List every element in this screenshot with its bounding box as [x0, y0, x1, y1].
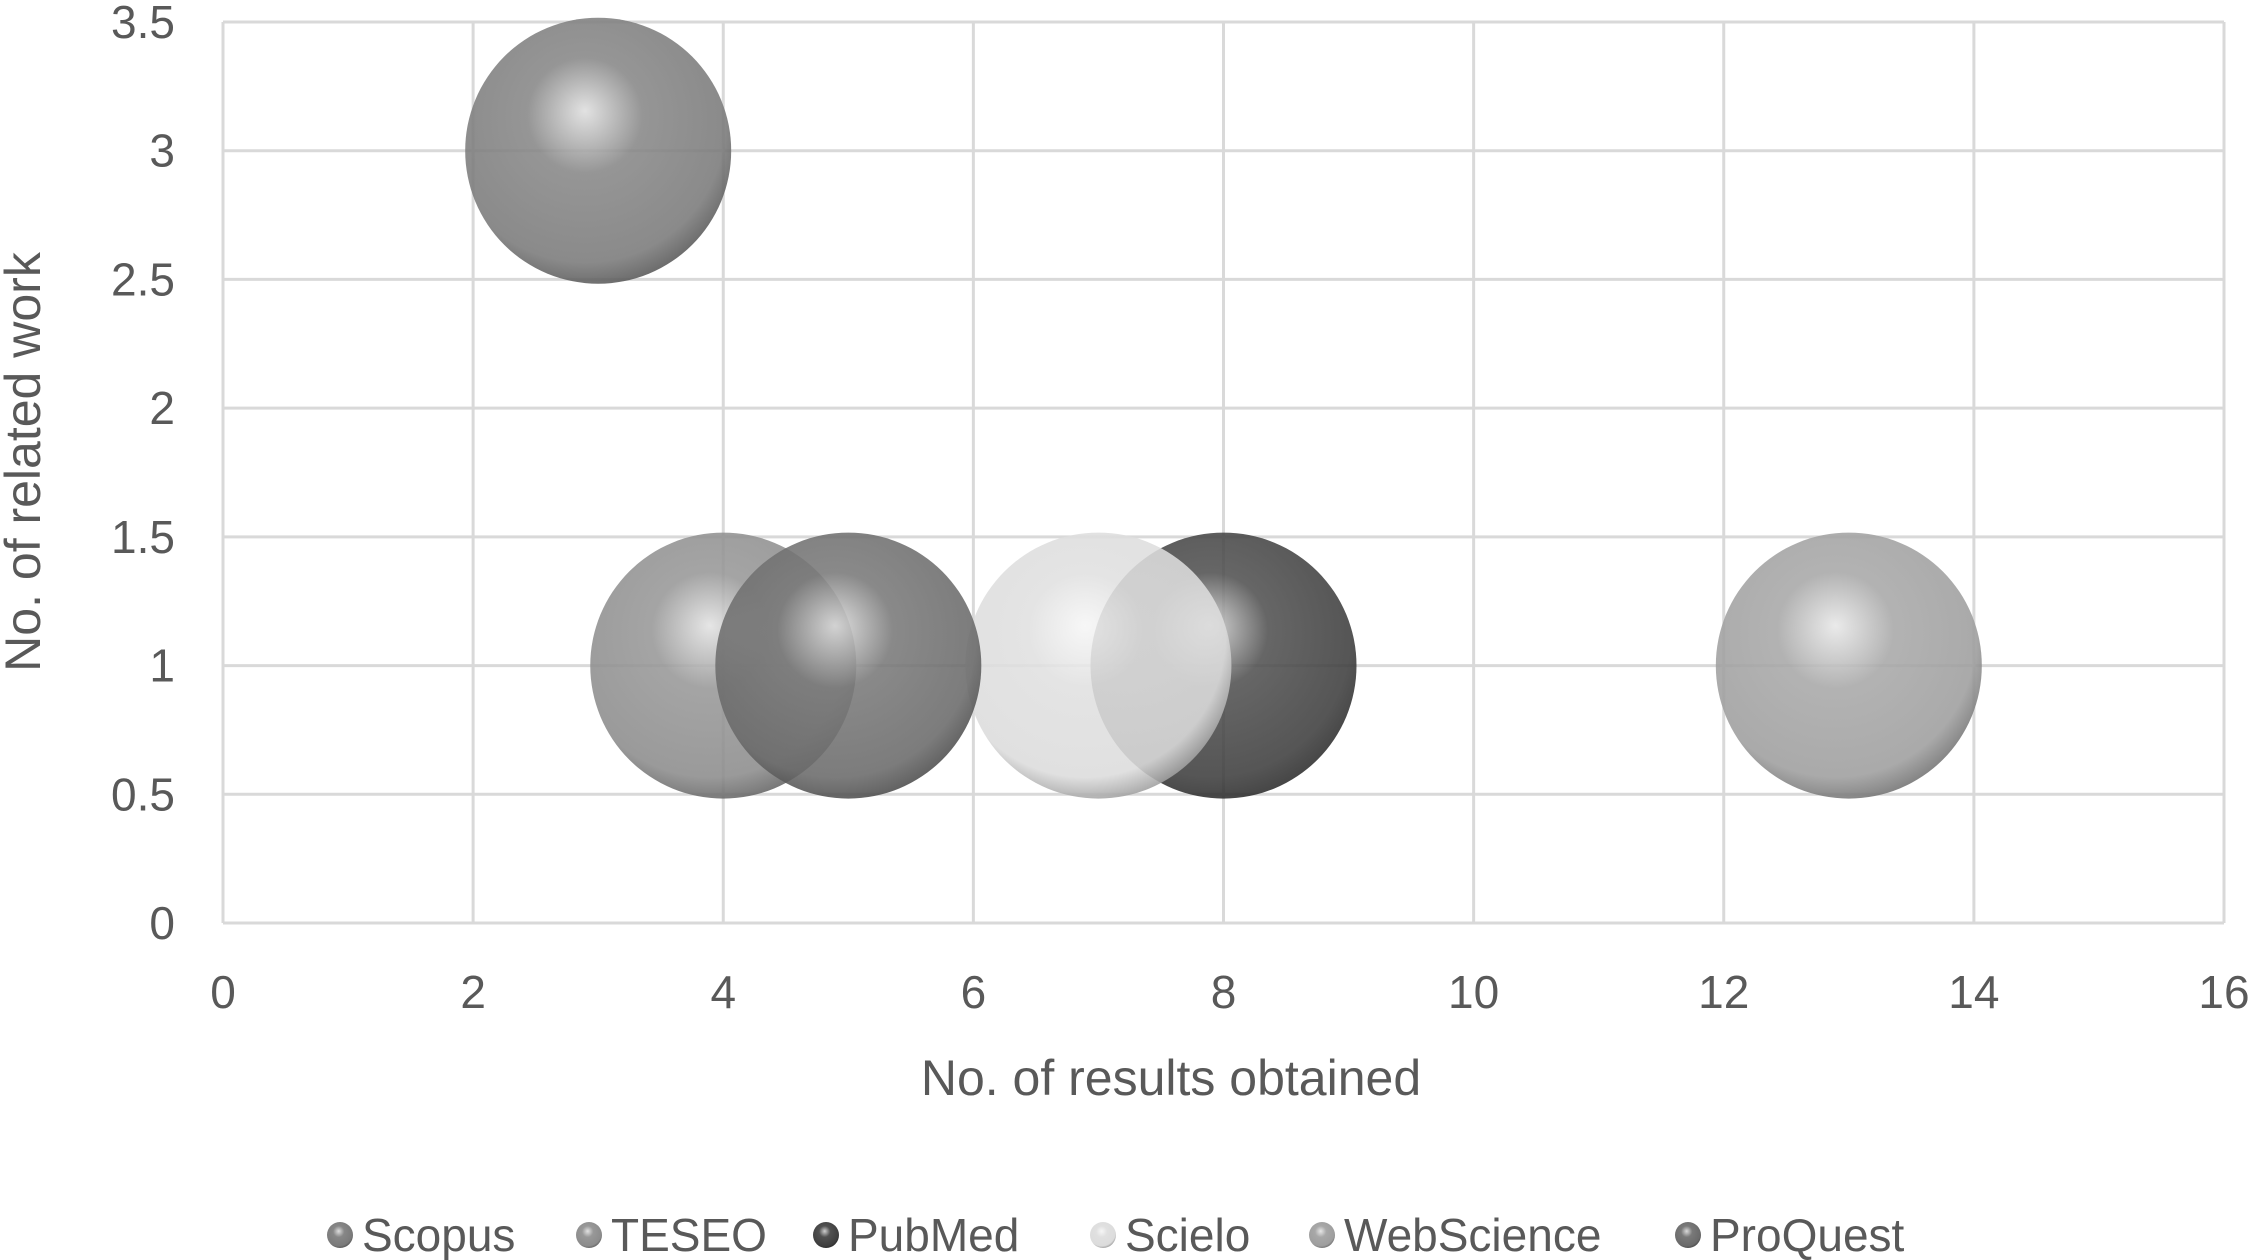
x-tick-label: 16 [2198, 966, 2249, 1018]
bubble-proquest [715, 532, 982, 799]
x-tick-label: 12 [1698, 966, 1749, 1018]
legend-label-teseo: TESEO [611, 1209, 767, 1260]
x-tick-label: 4 [710, 966, 736, 1018]
x-tick-label: 14 [1948, 966, 1999, 1018]
bubble-scielo [965, 532, 1232, 799]
x-tick-label: 2 [460, 966, 486, 1018]
y-tick-label: 2.5 [111, 253, 175, 305]
legend-marker-pubmed [813, 1222, 839, 1248]
y-tick-label: 1 [149, 640, 175, 692]
x-tick-label: 6 [961, 966, 987, 1018]
bubble-scopus [465, 17, 732, 284]
y-tick-label: 2 [149, 382, 175, 434]
y-tick-label: 0 [149, 897, 175, 949]
legend-label-scielo: Scielo [1125, 1209, 1250, 1260]
bubbles [465, 17, 1982, 799]
bubble-webscience [1715, 532, 1982, 799]
legend-label-proquest: ProQuest [1710, 1209, 1905, 1260]
x-tick-label: 0 [210, 966, 236, 1018]
legend-label-webscience: WebScience [1344, 1209, 1601, 1260]
legend-marker-webscience [1309, 1222, 1335, 1248]
legend-label-pubmed: PubMed [848, 1209, 1019, 1260]
legend-marker-scopus [327, 1222, 353, 1248]
y-tick-label: 0.5 [111, 768, 175, 820]
y-tick-label: 3.5 [111, 0, 175, 48]
legend: Scopus TESEO PubMed Scielo WebScience ProQues… [327, 1209, 1905, 1260]
y-tick-label: 3 [149, 125, 175, 177]
y-tick-label: 1.5 [111, 511, 175, 563]
legend-marker-proquest [1675, 1222, 1701, 1248]
y-axis-title: No. of related work [0, 251, 51, 672]
x-tick-label: 8 [1211, 966, 1237, 1018]
legend-marker-scielo [1090, 1222, 1116, 1248]
legend-marker-teseo [576, 1222, 602, 1248]
legend-label-scopus: Scopus [362, 1209, 515, 1260]
x-tick-labels: 0 2 4 6 8 10 12 14 16 [210, 966, 2249, 1018]
x-axis-title: No. of results obtained [921, 1050, 1421, 1106]
y-tick-labels: 0 0.5 1 1.5 2 2.5 3 3.5 [111, 0, 175, 949]
x-tick-label: 10 [1448, 966, 1499, 1018]
